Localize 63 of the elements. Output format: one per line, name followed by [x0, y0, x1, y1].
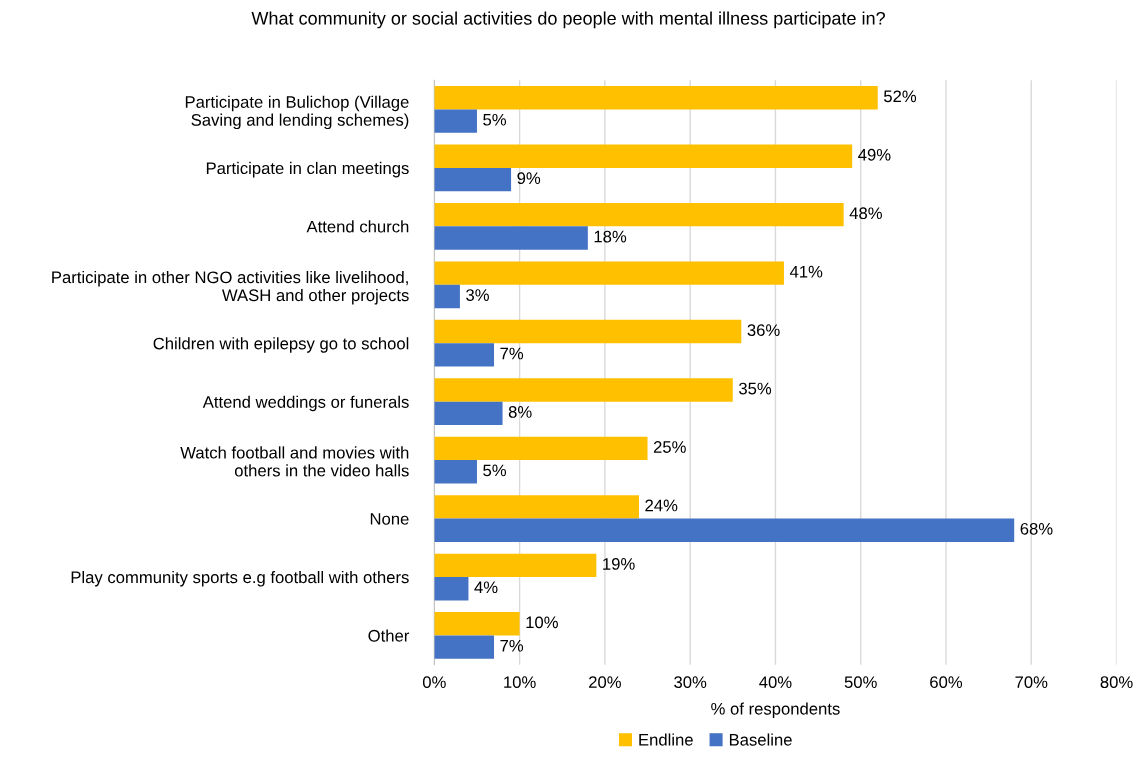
data-label: 5%: [483, 113, 507, 126]
data-label: 18%: [594, 230, 627, 243]
x-tick-label: 30%: [674, 676, 707, 689]
y-tick-label: Attend church: [306, 220, 409, 233]
bar: [434, 261, 784, 285]
y-tick-label: Participate in other NGO activities like livelihood, WASH and other projects: [52, 270, 409, 305]
data-label: 7%: [500, 347, 524, 360]
data-label: 41%: [789, 265, 823, 278]
bar: [434, 436, 648, 461]
x-tick-label: 20%: [589, 676, 621, 689]
bar: [434, 284, 460, 309]
bar: [434, 144, 853, 168]
data-label: 25%: [653, 441, 686, 453]
x-tick-label: 80%: [1100, 676, 1133, 689]
data-label: 24%: [645, 499, 678, 512]
data-label: 49%: [858, 148, 891, 161]
bar: [434, 612, 520, 636]
bar: [434, 226, 588, 250]
data-label: 10%: [526, 616, 558, 629]
x-tick-label: 10%: [504, 676, 536, 689]
data-label: 7%: [500, 639, 524, 652]
bar: [434, 553, 597, 578]
y-tick-label: Other: [368, 629, 410, 642]
y-tick-label: Children with epilepsy go to school: [153, 337, 409, 353]
data-label: 52%: [883, 90, 917, 103]
data-label: 4%: [474, 581, 498, 594]
x-tick-label: 40%: [759, 676, 792, 689]
chart-title: What community or social activities do people with mental illness participate in?: [251, 11, 885, 29]
bar: [434, 460, 477, 484]
bar: [434, 635, 495, 659]
data-label: 68%: [1020, 522, 1053, 535]
bar: [434, 343, 495, 367]
bar: [434, 378, 733, 402]
bar: [434, 401, 503, 426]
bar: [434, 319, 742, 344]
y-tick-label: None: [370, 513, 409, 525]
data-label: 36%: [747, 324, 780, 337]
data-label: 48%: [849, 207, 882, 220]
bar: [434, 577, 469, 601]
data-label: 19%: [603, 557, 635, 570]
y-tick-label: Watch football and movies with others in the video halls: [180, 446, 409, 477]
data-label: 3%: [466, 289, 489, 301]
bar: [434, 167, 512, 192]
x-tick-label: 70%: [1015, 676, 1048, 689]
y-tick-label: Participate in clan meetings: [206, 161, 409, 178]
y-tick-label: Participate in Bulichop (Village Saving and lending schemes): [185, 95, 409, 130]
legend-label: Endline: [639, 733, 693, 746]
bar: [434, 518, 1015, 542]
x-axis-title: % of respondents: [711, 702, 840, 718]
legend-label: Baseline: [729, 733, 792, 746]
y-tick-label: Play community sports e.g football with others: [71, 570, 409, 587]
x-tick-label: 0%: [422, 676, 446, 689]
bar: [434, 86, 878, 110]
y-tick-label: Attend weddings or funerals: [202, 395, 409, 412]
data-label: 8%: [508, 406, 532, 418]
data-label: 9%: [517, 172, 541, 185]
x-tick-label: 50%: [844, 676, 877, 689]
bar: [434, 202, 844, 227]
bar: [434, 495, 639, 519]
bar: [434, 109, 477, 133]
x-tick-label: 60%: [930, 676, 963, 689]
data-label: 35%: [738, 382, 772, 395]
data-label: 5%: [483, 464, 507, 477]
